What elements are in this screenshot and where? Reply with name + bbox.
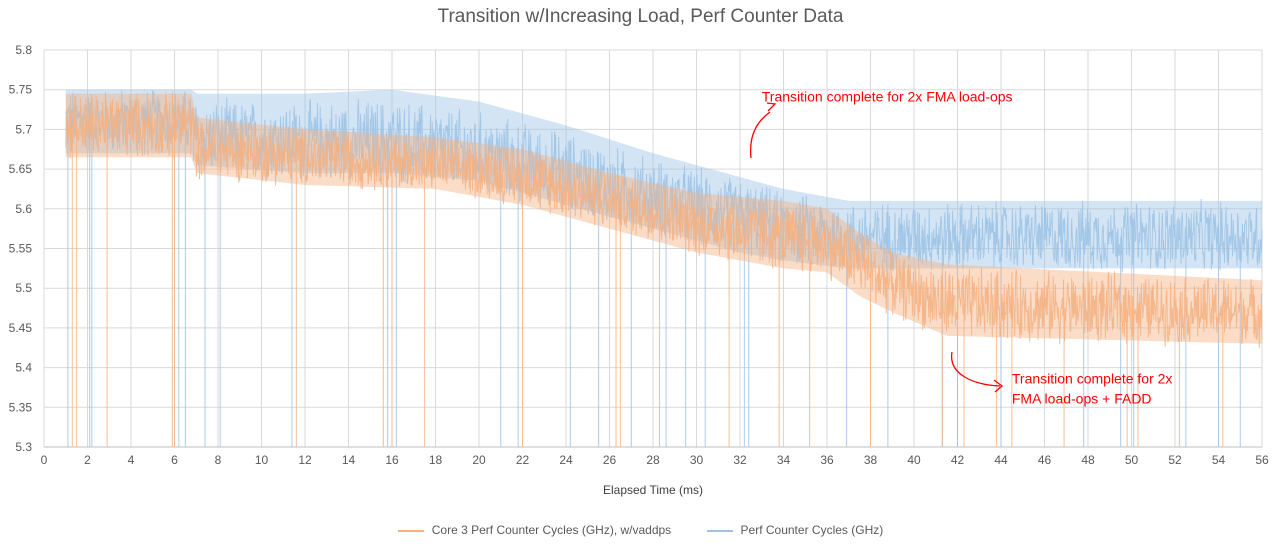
annotation-arrowhead-1 — [766, 102, 777, 112]
y-tick-label: 5.3 — [15, 440, 32, 454]
x-tick-label: 38 — [864, 453, 878, 467]
chart-title: Transition w/Increasing Load, Perf Count… — [437, 6, 844, 27]
y-tick-label: 5.8 — [15, 43, 32, 57]
annotation-arrowhead-2 — [993, 379, 1004, 393]
legend-item-series-1: Core 3 Perf Counter Cycles (GHz), w/vadd… — [397, 523, 672, 537]
legend-label-series-1: Core 3 Perf Counter Cycles (GHz), w/vadd… — [431, 523, 672, 537]
x-tick-label: 42 — [951, 453, 965, 467]
y-tick-label: 5.7 — [15, 122, 32, 136]
y-tick-label: 5.75 — [9, 83, 33, 97]
annotation-arrow-1 — [749, 111, 771, 159]
x-tick-label: 44 — [994, 453, 1008, 467]
x-tick-label: 26 — [603, 453, 617, 467]
x-tick-label: 34 — [777, 453, 791, 467]
x-tick-label: 36 — [820, 453, 834, 467]
y-tick-label: 5.4 — [15, 361, 32, 375]
annotation-2-text: FMA load-ops + FADD — [1012, 390, 1152, 406]
legend-item-series-2: Perf Counter Cycles (GHz) — [706, 523, 884, 537]
x-tick-label: 16 — [385, 453, 399, 467]
annotation-layer: Transition complete for 2x FMA load-ops T… — [749, 89, 1173, 406]
x-tick-label: 54 — [1212, 453, 1226, 467]
series-layer — [65, 89, 1263, 447]
x-tick-label: 46 — [1038, 453, 1052, 467]
x-tick-label: 0 — [41, 453, 48, 467]
y-tick-label: 5.45 — [9, 321, 33, 335]
annotation-2-text: Transition complete for 2x — [1012, 370, 1173, 386]
y-tick-label: 5.55 — [9, 242, 33, 256]
x-tick-label: 14 — [342, 453, 356, 467]
x-tick-label: 50 — [1125, 453, 1139, 467]
legend: Core 3 Perf Counter Cycles (GHz), w/vadd… — [0, 523, 1281, 537]
y-tick-label: 5.35 — [9, 400, 33, 414]
y-tick-label: 5.5 — [15, 281, 32, 295]
legend-label-series-2: Perf Counter Cycles (GHz) — [740, 523, 884, 537]
series-1 — [65, 91, 1263, 447]
x-tick-label: 20 — [472, 453, 486, 467]
x-tick-label: 18 — [429, 453, 443, 467]
x-tick-label: 40 — [907, 453, 921, 467]
annotation-arrow-2 — [951, 351, 1001, 387]
axis-layer: 0 2 4 6 8 10 12 14 16 18 20 22 24 26 28 30 32 34 36 38 40 42 4… — [9, 43, 1269, 467]
series-2-line — [65, 90, 1263, 273]
x-tick-label: 32 — [733, 453, 747, 467]
x-tick-label: 30 — [690, 453, 704, 467]
x-tick-label: 10 — [255, 453, 269, 467]
x-tick-label: 52 — [1168, 453, 1182, 467]
legend-swatch-series-2 — [706, 529, 733, 532]
x-tick-label: 22 — [516, 453, 530, 467]
x-tick-label: 2 — [84, 453, 91, 467]
series-2 — [65, 89, 1263, 447]
x-axis-title: Elapsed Time (ms) — [603, 483, 703, 497]
annotation-1-text: Transition complete for 2x FMA load-ops — [762, 89, 1013, 105]
x-tick-label: 48 — [1081, 453, 1095, 467]
x-tick-label: 24 — [559, 453, 573, 467]
y-tick-label: 5.6 — [15, 202, 32, 216]
x-tick-label: 4 — [128, 453, 135, 467]
series-1-line — [65, 91, 1263, 348]
x-tick-label: 6 — [171, 453, 178, 467]
y-tick-label: 5.65 — [9, 162, 33, 176]
x-tick-label: 12 — [298, 453, 312, 467]
legend-swatch-series-1 — [397, 529, 424, 532]
x-tick-label: 28 — [646, 453, 660, 467]
x-tick-label: 56 — [1255, 453, 1269, 467]
x-tick-label: 8 — [215, 453, 222, 467]
